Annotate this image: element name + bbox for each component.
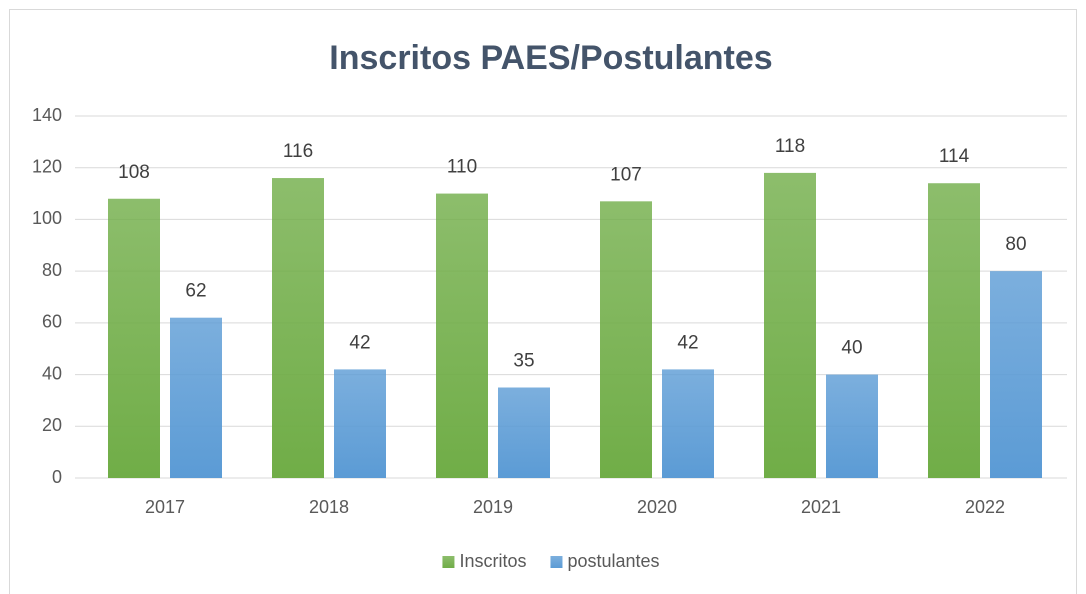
value-label: 42 — [677, 332, 698, 353]
y-tick-label: 120 — [32, 156, 62, 176]
value-label: 107 — [610, 164, 642, 185]
value-label: 114 — [939, 146, 970, 167]
bar — [990, 271, 1042, 478]
bar — [928, 183, 980, 478]
bar — [764, 172, 816, 478]
y-tick-label: 40 — [42, 363, 62, 383]
bar — [826, 374, 878, 478]
bar — [498, 387, 550, 478]
y-tick-label: 0 — [52, 467, 62, 487]
y-tick-label: 80 — [42, 260, 62, 280]
bar — [662, 369, 714, 478]
legend-label: postulantes — [567, 551, 659, 571]
bar — [170, 317, 222, 478]
bar — [272, 178, 324, 479]
chart-title: Inscritos PAES/Postulantes — [329, 39, 772, 77]
value-label: 110 — [447, 157, 477, 178]
x-tick-label: 2021 — [801, 497, 841, 517]
chart-border — [9, 9, 1077, 594]
value-label: 118 — [775, 136, 805, 157]
legend-swatch — [442, 556, 455, 568]
y-tick-label: 100 — [32, 208, 62, 228]
y-tick-label: 140 — [32, 105, 62, 125]
legend-swatch — [550, 556, 563, 568]
value-label: 108 — [118, 162, 150, 183]
value-label: 35 — [513, 351, 534, 372]
y-tick-label: 20 — [42, 415, 62, 435]
value-label: 80 — [1005, 234, 1026, 255]
value-label: 116 — [283, 141, 313, 162]
value-label: 62 — [185, 281, 206, 302]
value-label: 42 — [349, 332, 370, 353]
bar — [108, 198, 160, 478]
x-tick-label: 2018 — [309, 497, 349, 517]
legend-label: Inscritos — [459, 551, 526, 571]
x-tick-label: 2022 — [965, 497, 1005, 517]
bar — [600, 201, 652, 479]
value-label: 40 — [841, 338, 862, 359]
y-tick-label: 60 — [42, 312, 62, 332]
x-tick-label: 2020 — [637, 497, 677, 517]
bar — [436, 193, 488, 479]
x-tick-label: 2017 — [145, 497, 185, 517]
x-tick-label: 2019 — [473, 497, 513, 517]
bar — [334, 369, 386, 478]
